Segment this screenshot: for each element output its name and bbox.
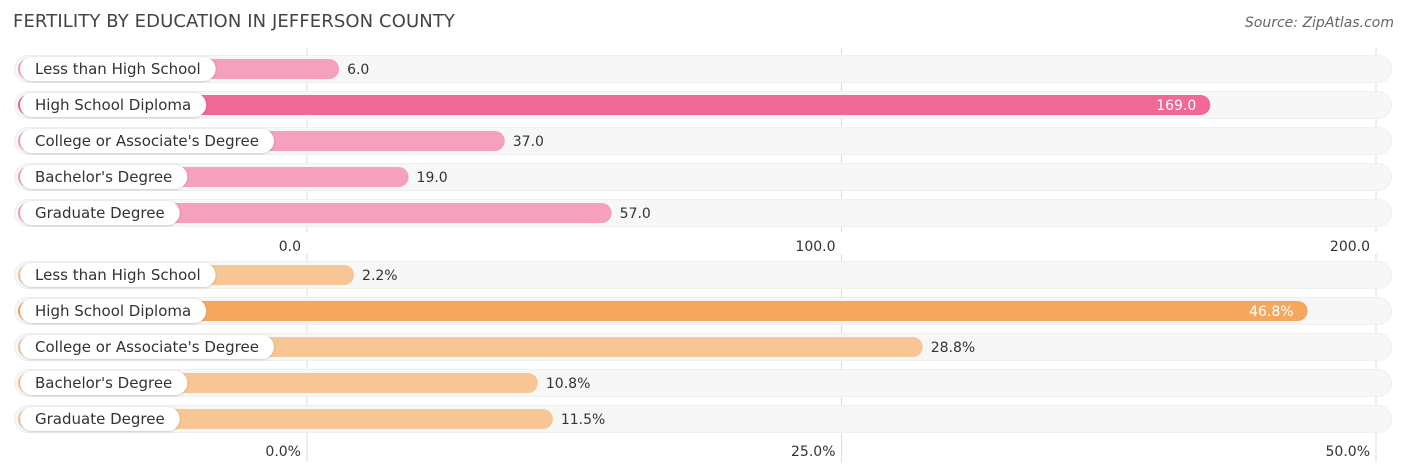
category-label-pill — [20, 57, 216, 81]
category-label: Graduate Degree — [35, 204, 165, 222]
tick-label: 0.0% — [265, 444, 301, 460]
source-label: Source: ZipAtlas.com — [1244, 15, 1394, 31]
category-label: High School Diploma — [35, 302, 191, 320]
tick-label: 100.0 — [795, 239, 835, 255]
value-label: 169.0 — [1156, 98, 1196, 114]
category-label-pill — [20, 407, 180, 431]
chart-title: FERTILITY BY EDUCATION IN JEFFERSON COUN… — [13, 11, 456, 32]
bar — [18, 95, 1211, 115]
value-label: 10.8% — [546, 376, 590, 392]
category-label-pill — [20, 335, 274, 359]
category-label-pill — [20, 165, 188, 189]
value-label: 6.0 — [347, 62, 369, 78]
category-label-pill — [20, 201, 180, 225]
bar-track-inner — [15, 262, 1391, 288]
tick-label: 200.0 — [1330, 239, 1370, 255]
category-label: High School Diploma — [35, 96, 191, 114]
tick-label: 25.0% — [791, 444, 835, 460]
category-label: Less than High School — [35, 266, 201, 284]
category-label-pill — [20, 129, 274, 153]
category-label-pill — [20, 299, 207, 323]
category-label: Graduate Degree — [35, 410, 165, 428]
category-label-pill — [20, 263, 216, 287]
category-label-pill — [20, 371, 188, 395]
value-label: 2.2% — [362, 268, 398, 284]
value-label: 46.8% — [1249, 304, 1293, 320]
category-label-pill — [20, 93, 207, 117]
value-label: 28.8% — [931, 340, 975, 356]
bar-track-inner — [15, 56, 1391, 82]
category-label: College or Associate's Degree — [35, 132, 259, 150]
value-label: 19.0 — [417, 170, 448, 186]
category-label: College or Associate's Degree — [35, 338, 259, 356]
category-label: Bachelor's Degree — [35, 374, 172, 392]
category-label: Bachelor's Degree — [35, 168, 172, 186]
bar — [18, 301, 1308, 321]
tick-label: 50.0% — [1326, 444, 1370, 460]
value-label: 57.0 — [620, 206, 651, 222]
value-label: 11.5% — [561, 412, 605, 428]
category-label: Less than High School — [35, 60, 201, 78]
value-label: 37.0 — [513, 134, 544, 150]
tick-label: 0.0 — [279, 239, 301, 255]
